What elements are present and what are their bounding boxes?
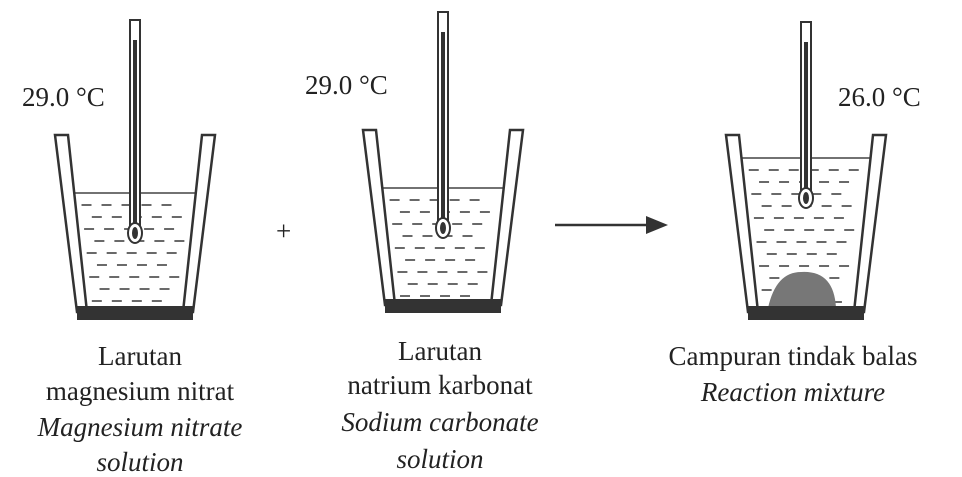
precipitate [768, 271, 836, 308]
label-en: Magnesium nitrate [37, 412, 243, 442]
beaker-wall [489, 128, 525, 307]
temperature: 29.0 °C [22, 82, 105, 112]
arrowhead [646, 216, 668, 234]
label: natrium karbonat [347, 370, 533, 400]
beaker-base [748, 306, 864, 320]
temperature: 26.0 °C [838, 82, 921, 112]
mercury [441, 32, 445, 224]
label-en: Reaction mixture [700, 377, 885, 407]
label: Larutan [398, 336, 482, 366]
temperature: 29.0 °C [305, 70, 388, 100]
beaker-base [77, 306, 193, 320]
bulb-core [132, 227, 138, 239]
bulb-core [803, 192, 809, 204]
bulb-core [440, 222, 446, 234]
beaker-wall [852, 133, 888, 314]
beaker-wall [361, 128, 397, 307]
label: Larutan [98, 341, 182, 371]
label: magnesium nitrat [46, 376, 235, 406]
label-en: Sodium carbonate [341, 407, 538, 437]
beaker-base [385, 299, 501, 313]
mercury [804, 42, 808, 194]
plus-sign: + [276, 216, 291, 246]
label-en: solution [96, 447, 183, 477]
label-en: solution [396, 444, 483, 474]
beaker-wall [53, 133, 89, 314]
beaker-wall [181, 133, 217, 314]
mercury [133, 40, 137, 229]
apparatus [53, 11, 888, 320]
beaker-wall [724, 133, 760, 314]
label: Campuran tindak balas [669, 341, 918, 371]
